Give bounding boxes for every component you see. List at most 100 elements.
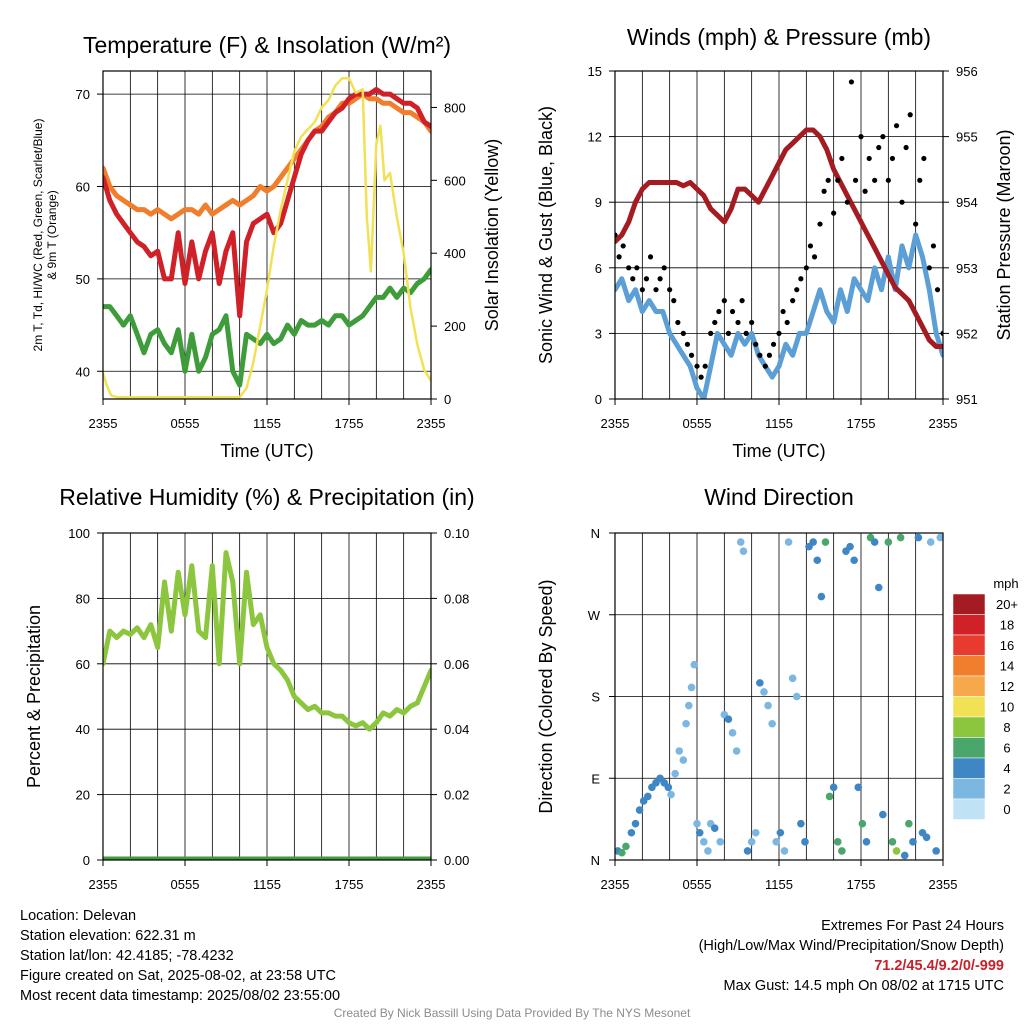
direction-point [724,715,733,724]
y-tick-label: 12 [588,130,602,145]
y-right-tick-label: 951 [956,392,978,407]
gust-point [630,276,636,282]
gust-point [903,144,909,151]
direction-point [732,747,741,755]
direction-point [756,679,764,687]
plot-area [615,79,943,399]
y-tick-label: 15 [588,64,602,79]
gust-point [794,287,800,293]
series-line-0 [615,232,943,399]
gust-point [762,363,768,369]
created-text: Figure created on Sat, 2025-08-02, at 23… [20,968,336,984]
y-tick-label: S [591,690,600,705]
y-tick-label: 20 [76,788,90,803]
plot-frame [102,532,432,861]
y-axis-label: Sonic Wind & Gust (Blue, Black) [536,106,556,364]
gust-point [885,177,891,183]
x-tick-label: 2355 [89,877,118,892]
direction-point [829,783,838,792]
legend-swatch [952,593,986,615]
direction-point [833,838,842,846]
direction-point [801,838,809,846]
gust-point [616,254,622,260]
direction-point [704,847,712,855]
direction-point [780,847,789,855]
direction-point [739,547,748,555]
gust-point [899,199,905,205]
chart-title: Winds (mph) & Pressure (mb) [627,24,931,50]
x-tick-label: 2355 [601,416,630,431]
gust-point [780,308,786,315]
y-right-tick-label: 0.02 [444,788,469,803]
gust-point [615,232,618,238]
series-line-0 [103,550,431,732]
legend-label: 16 [1000,638,1014,653]
x-tick-label: 1155 [253,416,281,431]
gust-point [639,287,645,293]
legend-swatch [952,696,986,718]
y-right-tick-label: 954 [956,195,978,210]
direction-point [679,756,688,764]
gust-point [688,352,695,358]
gust-point [913,221,919,227]
y-tick-label: 70 [76,87,90,102]
y-tick-label: 60 [76,657,90,672]
gust-point [770,341,777,347]
direction-point [813,556,822,565]
gust-point [634,265,640,271]
gust-point [716,308,722,315]
gust-point [858,134,864,140]
gust-point [712,319,718,326]
direction-point [838,847,846,855]
gust-point [907,112,913,118]
y-right-tick-label: 0.00 [444,853,469,868]
y-tick-label: 0 [595,392,602,407]
legend-label: 6 [1003,741,1010,756]
plot-area [103,77,431,399]
chart-winds: Winds (mph) & Pressure (mb) 2355 0555 1155 1… [536,24,1014,461]
legend-swatch [952,778,986,800]
x-tick-label: 2355 [417,877,446,892]
direction-point [776,828,785,837]
direction-point [710,824,719,833]
gust-point [930,243,937,249]
legend-swatch [952,716,986,738]
direction-point [926,538,935,546]
direction-point [905,819,913,828]
y-tick-label: 40 [76,722,90,737]
plot-frame [614,70,944,400]
gust-point [647,254,654,260]
y-tick-label: N [591,853,600,868]
direction-point [809,538,817,546]
y-axis-label: & 9m T (Orange) [45,190,59,280]
y-right-tick-label: 800 [444,100,466,115]
extremes-subtitle: (High/Low/Max Wind/Precipitation/Snow De… [698,938,1004,954]
direction-point [932,847,940,855]
y-right-tick-label: 400 [444,246,466,261]
gust-point [798,276,804,282]
direction-point [858,819,867,828]
direction-point [900,851,909,860]
gust-point [831,210,837,216]
x-tick-label: 1755 [335,416,364,431]
direction-point [747,838,756,846]
gust-point [743,330,749,336]
gust-point [862,188,868,194]
gust-point [661,265,667,271]
y-tick-label: N [591,526,600,541]
gust-point [626,265,632,271]
direction-point [671,769,679,778]
y-tick-label: 3 [595,326,602,341]
x-tick-label: 1155 [253,877,281,892]
direction-point [695,828,704,837]
chart-title: Relative Humidity (%) & Precipitation (i… [59,484,474,510]
gust-point [721,298,727,304]
plot-area [103,550,431,860]
direction-point [635,806,644,814]
gust-point [934,287,941,293]
gust-point [694,363,700,369]
x-tick-label: 2355 [929,416,958,431]
y-right-tick-label: 956 [956,64,978,79]
